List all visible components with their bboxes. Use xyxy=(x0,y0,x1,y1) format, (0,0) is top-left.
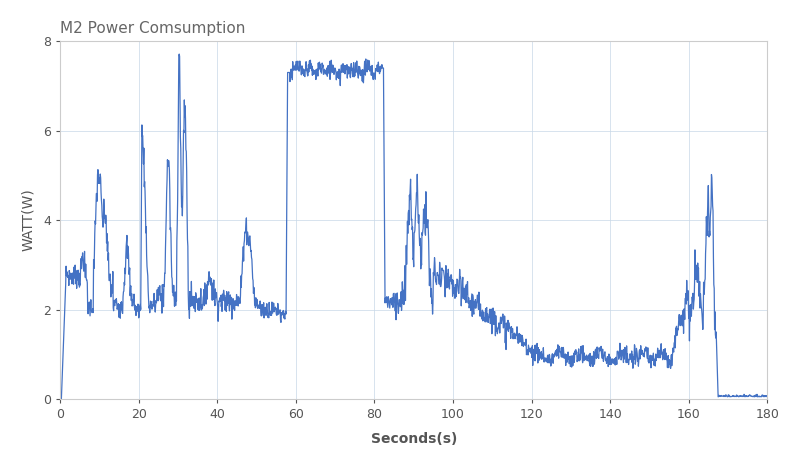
Text: M2 Power Comsumption: M2 Power Comsumption xyxy=(60,21,246,36)
X-axis label: Seconds(s): Seconds(s) xyxy=(370,432,457,446)
Y-axis label: WATT(W): WATT(W) xyxy=(21,189,35,251)
